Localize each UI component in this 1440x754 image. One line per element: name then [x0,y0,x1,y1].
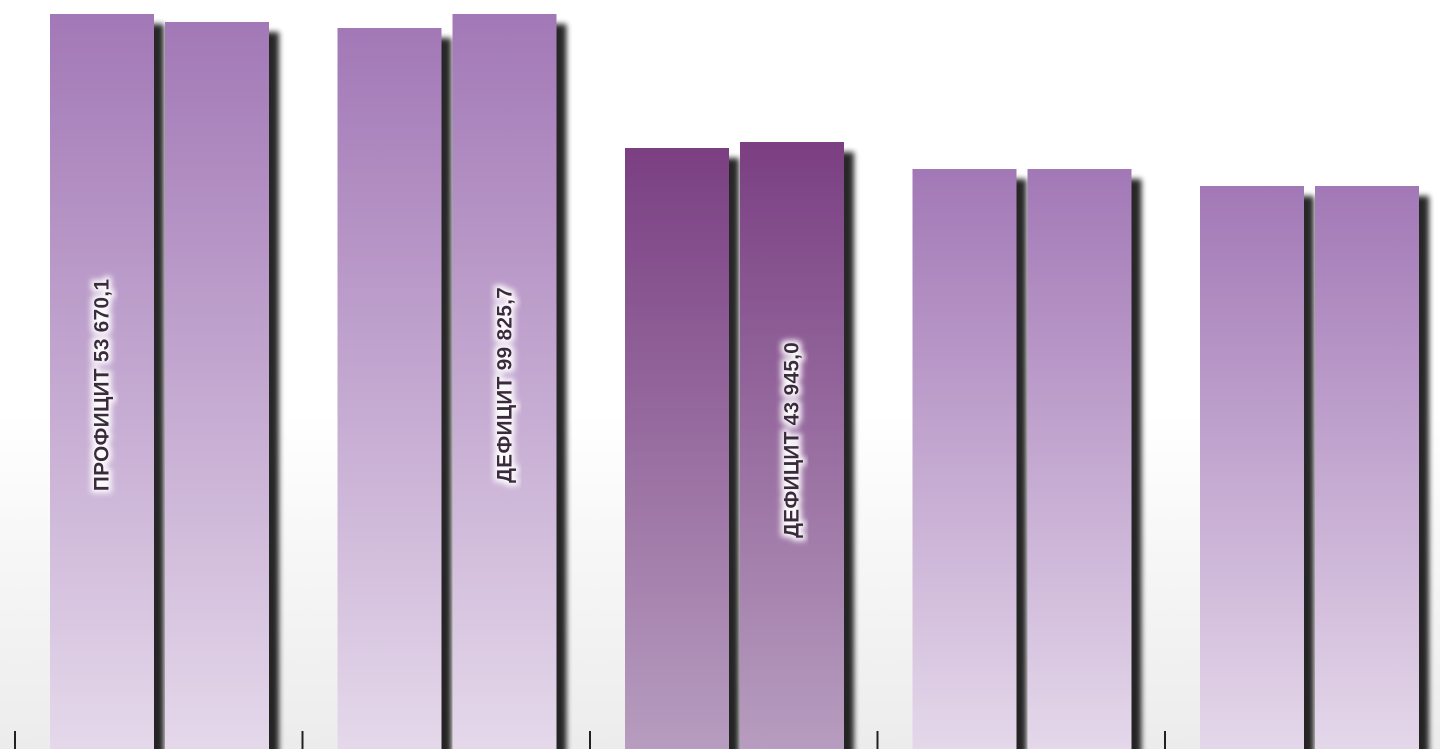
axis-ticks [14,731,1166,749]
bars-layer [50,14,1419,754]
bar-3-1 [1027,169,1132,754]
bar-4-1 [1315,186,1419,754]
bar-3-0 [912,169,1017,754]
bar-0-0 [50,14,154,754]
bar-annotation-1: ДЕФИЦИТ 99 825,7 [494,287,517,483]
bar-labels: ПРОФИЦИТ 53 670,1 ДЕФИЦИТ 99 825,7 ДЕФИЦИТ… [91,279,804,538]
bar-1-1 [452,14,557,754]
bar-4-0 [1200,186,1304,754]
bar-2-1 [740,142,844,754]
bar-2-0 [625,148,729,754]
bar-1-0 [337,28,442,754]
bar-0-1 [165,22,269,754]
bar-annotation-2: ДЕФИЦИТ 43 945,0 [781,342,804,538]
bar-annotation-0: ПРОФИЦИТ 53 670,1 [91,279,114,492]
